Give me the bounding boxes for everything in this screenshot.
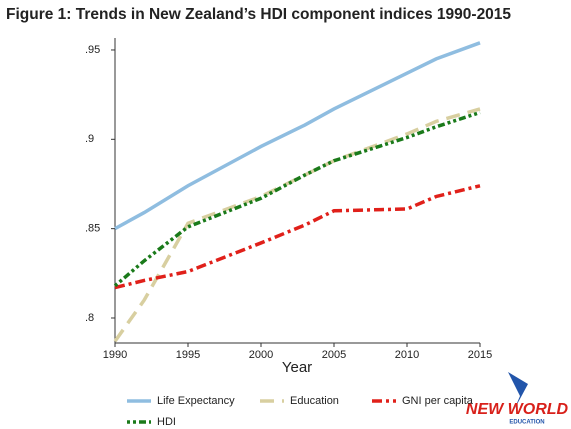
y-tick-label: .95 — [85, 44, 100, 56]
series-line — [113, 107, 481, 343]
logo-icon — [508, 372, 528, 410]
legend-label: GNI per capita — [402, 395, 474, 407]
y-tick-label: .9 — [85, 133, 94, 145]
y-tick-label: .85 — [85, 223, 100, 235]
x-tick-label: 2015 — [468, 349, 492, 361]
x-axis-label: Year — [282, 359, 312, 376]
chart-title: Figure 1: Trends in New Zealand’s HDI co… — [6, 6, 511, 23]
legend-label: Education — [290, 395, 339, 407]
x-tick-label: 1990 — [103, 349, 127, 361]
x-tick-label: 2000 — [249, 349, 273, 361]
logo-text: NEW WORLD — [466, 401, 569, 418]
legend-label: Life Expectancy — [157, 395, 235, 407]
legend-label: HDI — [157, 416, 176, 428]
series-line — [114, 41, 481, 231]
logo-subtext: EDUCATION — [509, 420, 544, 426]
x-tick-label: 2010 — [395, 349, 419, 361]
x-tick-label: 1995 — [176, 349, 200, 361]
y-tick-label: .8 — [85, 312, 94, 324]
series-line — [113, 110, 481, 288]
series-line — [114, 184, 481, 290]
x-tick-label: 2005 — [322, 349, 346, 361]
